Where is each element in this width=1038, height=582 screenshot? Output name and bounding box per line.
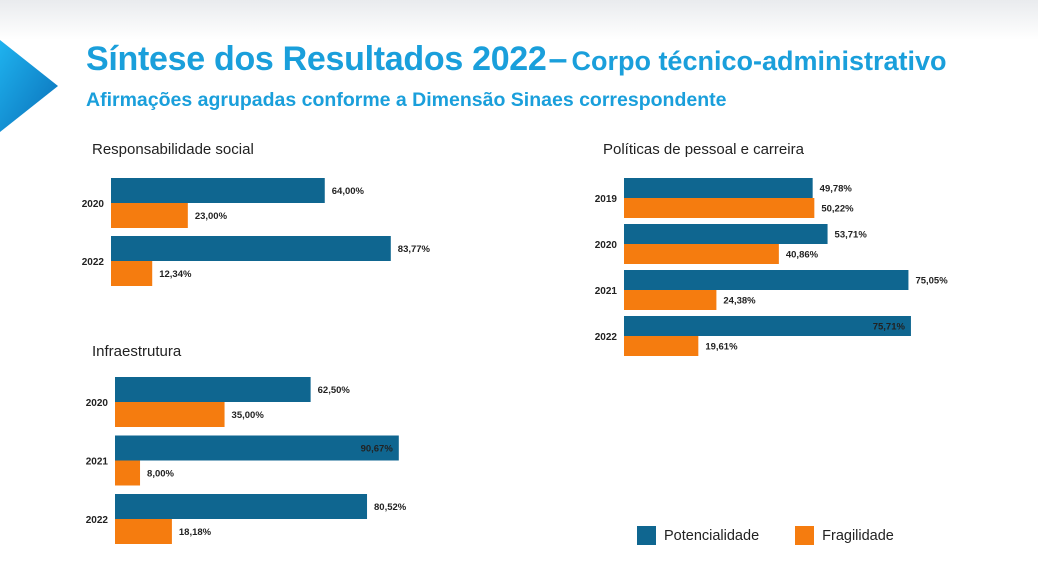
page-title: Síntese dos Resultados 2022– Corpo técnic… (86, 40, 947, 79)
category-label: 2022 (82, 257, 105, 268)
data-label: 64,00% (332, 186, 365, 197)
chevron-arrow-icon (0, 40, 58, 132)
category-label: 2022 (86, 515, 109, 526)
bar-fragilidade-2022 (624, 336, 699, 356)
legend-label: Potencialidade (664, 527, 760, 544)
data-label: 40,86% (786, 250, 819, 261)
title-suffix: Corpo técnico-administrativo (571, 46, 947, 76)
chart-title: Políticas de pessoal e carreira (603, 141, 804, 158)
bar-potencialidade-2022 (624, 316, 911, 336)
data-label: 53,71% (835, 230, 868, 241)
bar-fragilidade-2021 (115, 460, 141, 486)
page-subtitle: Afirmações agrupadas conforme a Dimensão… (86, 89, 727, 111)
header-band (0, 0, 1038, 40)
data-label: 18,18% (179, 527, 212, 538)
title-main: Síntese dos Resultados 2022 (86, 40, 547, 78)
bar-fragilidade-2020 (624, 244, 779, 264)
bar-fragilidade-2022 (111, 261, 153, 286)
bar-potencialidade-2020 (111, 178, 325, 203)
data-label: 23,00% (195, 211, 228, 222)
bar-potencialidade-2022 (115, 494, 368, 519)
bar-potencialidade-2019 (624, 178, 813, 198)
legend-label: Fragilidade (822, 527, 894, 544)
data-label: 62,50% (318, 385, 351, 396)
category-label: 2022 (595, 332, 618, 343)
bar-fragilidade-2021 (624, 290, 717, 310)
chart-legend: Potencialidade Fragilidade (637, 526, 930, 545)
legend-item-fragilidade: Fragilidade (795, 526, 894, 545)
data-label: 80,52% (374, 502, 407, 513)
category-label: 2020 (86, 398, 109, 409)
data-label: 24,38% (723, 296, 756, 307)
data-label: 49,78% (820, 184, 853, 195)
data-label: 90,67% (361, 444, 394, 455)
category-label: 2021 (86, 457, 109, 468)
bar-fragilidade-2020 (115, 402, 225, 427)
data-label: 35,00% (232, 410, 265, 421)
bar-fragilidade-2022 (115, 519, 172, 544)
legend-swatch (795, 526, 815, 545)
bar-potencialidade-2022 (111, 236, 391, 261)
bar-potencialidade-2021 (115, 435, 399, 461)
data-label: 75,71% (873, 322, 906, 333)
title-dash: – (548, 40, 568, 78)
bar-potencialidade-2020 (624, 224, 828, 244)
data-label: 50,22% (821, 204, 854, 215)
category-label: 2020 (595, 240, 618, 251)
data-label: 83,77% (398, 244, 431, 255)
legend-swatch (637, 526, 656, 545)
category-label: 2019 (595, 194, 618, 205)
category-label: 2021 (595, 286, 618, 297)
legend-item-potencialidade: Potencialidade (637, 526, 759, 545)
bar-potencialidade-2020 (115, 377, 311, 402)
chart-title: Infraestrutura (92, 343, 182, 360)
data-label: 19,61% (705, 342, 738, 353)
bar-fragilidade-2019 (624, 198, 815, 218)
bar-fragilidade-2020 (111, 203, 188, 228)
data-label: 8,00% (147, 469, 174, 480)
chart-title: Responsabilidade social (92, 141, 254, 158)
data-label: 75,05% (915, 276, 948, 287)
category-label: 2020 (82, 199, 105, 210)
bar-potencialidade-2021 (624, 270, 909, 290)
data-label: 12,34% (159, 269, 192, 280)
